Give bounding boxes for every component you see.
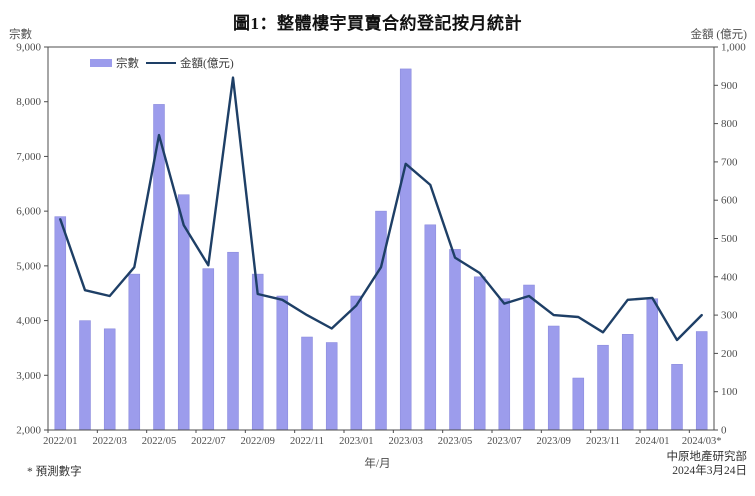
- bar-series-swatch: [90, 59, 112, 67]
- x-axis-tick-label: 2023/07: [487, 436, 521, 447]
- x-axis-tick-label: 2022/03: [92, 436, 126, 447]
- left-axis-tick-label: 2,000: [16, 425, 41, 437]
- x-axis-tick-label: 2024/01: [635, 436, 669, 447]
- x-axis-tick-label: 2022/01: [43, 436, 77, 447]
- x-axis-tick-label: 2022/09: [240, 436, 274, 447]
- left-axis-tick-label: 3,000: [16, 370, 41, 382]
- source-name: 中原地產研究部: [666, 451, 748, 463]
- x-axis-tick-label: 2023/05: [438, 436, 472, 447]
- bar: [103, 328, 116, 431]
- right-axis-tick-label: 1,000: [721, 42, 746, 54]
- left-axis-tick-label: 7,000: [16, 151, 41, 163]
- right-axis-tick-label: 900: [721, 80, 738, 92]
- bar: [325, 342, 338, 431]
- bar: [276, 295, 289, 431]
- x-axis-tick-label: 2023/09: [536, 436, 570, 447]
- bar: [424, 224, 437, 431]
- bar: [523, 284, 535, 431]
- x-axis-tick-label: 2023/01: [339, 436, 373, 447]
- right-axis-tick-label: 700: [721, 156, 738, 168]
- x-axis-tick-label: 2022/11: [290, 436, 324, 447]
- right-axis-tick-label: 600: [721, 195, 738, 207]
- legend-amount-label: 金額(億元): [180, 58, 234, 70]
- x-axis-tick-label: 2024/03*: [682, 436, 722, 447]
- left-axis-tick-label: 9,000: [16, 42, 41, 54]
- x-axis-title: 年/月: [364, 458, 391, 470]
- right-axis-tick-label: 500: [721, 233, 738, 245]
- bar: [597, 344, 609, 431]
- bar: [547, 325, 560, 431]
- legend-item-cases: 宗數: [90, 55, 139, 71]
- bar: [375, 210, 387, 431]
- right-axis-tick-label: 0: [721, 425, 727, 437]
- bar: [671, 364, 683, 431]
- source-date: 2024年3月24日: [672, 465, 747, 477]
- right-axis-title: 金額 (億元): [690, 29, 747, 41]
- forecast-footnote: * 預測數字: [27, 466, 82, 478]
- right-axis-tick-label: 800: [721, 118, 738, 130]
- left-axis-title: 宗數: [9, 29, 32, 41]
- amount-line: [59, 76, 703, 342]
- left-axis-tick-label: 4,000: [16, 315, 41, 327]
- line-series-swatch: [146, 61, 176, 65]
- bar: [646, 298, 659, 431]
- right-axis-tick-label: 200: [721, 348, 738, 360]
- page-title: 圖1：整體樓宇買賣合約登記按月統計: [233, 14, 522, 33]
- legend-item-amount: 金額(億元): [146, 55, 234, 71]
- bar: [227, 251, 239, 431]
- left-axis-tick-label: 5,000: [16, 260, 41, 272]
- x-axis-tick-label: 2023/11: [586, 436, 620, 447]
- bar: [350, 295, 363, 431]
- x-axis-tick-label: 2023/03: [388, 436, 422, 447]
- left-axis-tick-label: 8,000: [16, 96, 41, 108]
- right-axis-tick-label: 400: [721, 271, 738, 283]
- x-axis-tick-label: 2022/07: [191, 436, 225, 447]
- bar: [251, 273, 264, 431]
- bar: [473, 276, 486, 431]
- legend-cases-label: 宗數: [116, 58, 139, 70]
- bar: [572, 377, 585, 431]
- bar: [128, 273, 141, 431]
- legend: 宗數 金額(億元): [90, 55, 234, 71]
- left-axis-tick-label: 6,000: [16, 206, 41, 218]
- bar: [301, 336, 313, 431]
- bar: [449, 249, 461, 431]
- source-attribution: 中原地產研究部 2024年3月24日: [667, 450, 748, 478]
- bar: [695, 331, 708, 431]
- bar: [54, 216, 67, 431]
- bar: [202, 268, 215, 431]
- right-axis-tick-label: 100: [721, 386, 738, 398]
- bar: [498, 298, 511, 431]
- bar: [621, 334, 634, 431]
- bar: [399, 68, 412, 431]
- bar: [79, 320, 91, 431]
- x-axis-tick-label: 2022/05: [142, 436, 176, 447]
- right-axis-tick-label: 300: [721, 310, 738, 322]
